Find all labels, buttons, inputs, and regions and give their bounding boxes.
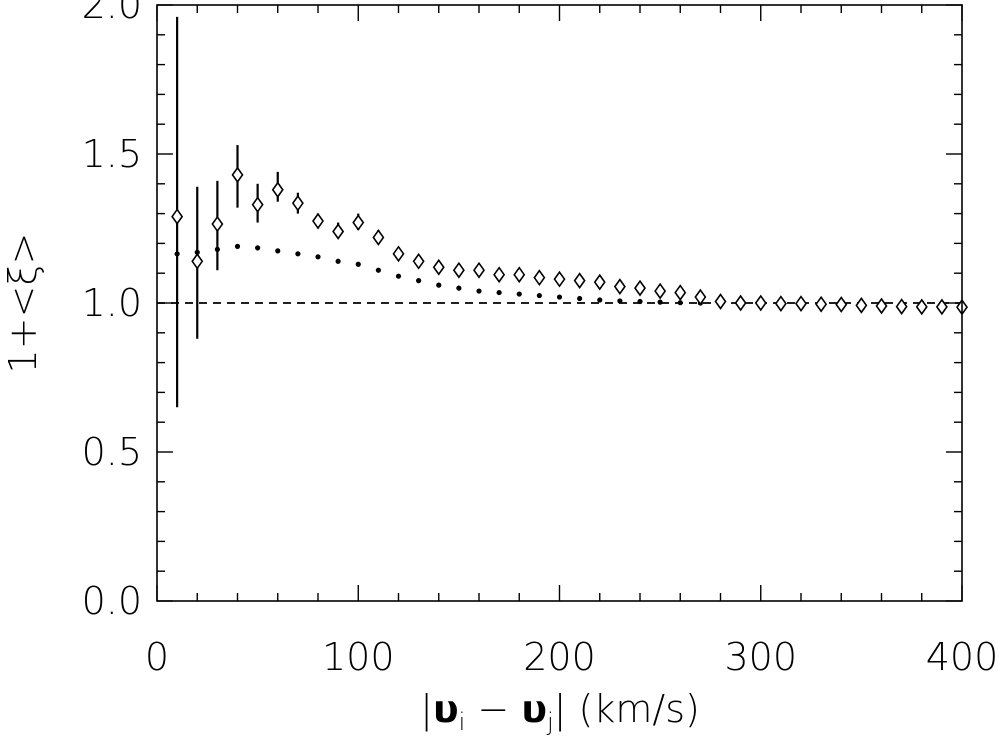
diamond-point [271, 181, 284, 199]
diamond-point [754, 294, 767, 312]
y-axis-label: 1+<ξ> [1, 233, 45, 374]
x-axis-label: |υi − υj| (km/s) [420, 687, 700, 736]
diamond-point [734, 294, 747, 312]
diamond-point [774, 295, 787, 312]
diamond-point [895, 298, 908, 315]
diamond-point [251, 196, 264, 214]
diamond-point [211, 215, 224, 233]
dot-point [556, 294, 563, 300]
diamond-point [412, 252, 425, 270]
y-tick-label: 1.0 [82, 281, 142, 325]
y-tick-label: 0.5 [82, 430, 142, 474]
dot-series-layer [174, 243, 965, 309]
diamond-point [473, 261, 485, 279]
y-tick-label: 1.5 [82, 132, 142, 176]
diamond-point [312, 212, 324, 230]
diamond-point [714, 293, 727, 310]
diamond-point [352, 214, 365, 231]
dot-point [617, 298, 623, 304]
y-tick-label: 0.0 [82, 579, 142, 623]
dot-point [395, 273, 402, 279]
diamond-point [452, 261, 465, 279]
diamond-point [654, 282, 667, 300]
diamond-point [915, 298, 928, 316]
dot-point [496, 289, 502, 296]
diamond-point [513, 266, 526, 284]
tick-labels: 0 100 200 300 400 0.0 0.5 1.0 1.5 2.0 [82, 0, 999, 679]
diamond-point [392, 245, 405, 263]
diamond-point [694, 288, 707, 306]
x-tick-label: 100 [322, 635, 395, 679]
diamond-point [231, 166, 244, 184]
diamond-point [171, 208, 184, 225]
diamond-point [553, 270, 566, 288]
dot-point [597, 297, 603, 303]
diamond-point [795, 295, 807, 312]
diamond-point [332, 223, 345, 240]
y-tick-label: 2.0 [82, 0, 142, 27]
x-tick-label: 200 [523, 635, 596, 679]
diamond-point [835, 296, 848, 313]
diamond-series-layer [171, 166, 968, 316]
diamond-point [815, 295, 828, 313]
dot-point [295, 251, 301, 257]
dot-point [577, 295, 583, 302]
dot-point [456, 285, 462, 291]
diamond-point [573, 272, 586, 290]
dot-point [375, 267, 381, 273]
diamond-point [613, 278, 626, 295]
diamond-point [533, 269, 546, 287]
diamond-point [935, 298, 948, 316]
dot-point [255, 245, 261, 251]
diamond-point [493, 266, 506, 284]
dot-point [234, 243, 241, 249]
diamond-point [191, 252, 204, 270]
dot-point [355, 261, 361, 267]
dot-point [516, 291, 522, 297]
dot-point [536, 292, 542, 299]
dot-point [677, 300, 683, 306]
diamond-point [593, 273, 606, 291]
diamond-point [855, 297, 868, 314]
x-tick-label: 400 [926, 635, 999, 679]
dot-point [476, 288, 482, 294]
diamond-point [634, 279, 646, 297]
dot-point [335, 258, 341, 264]
x-tick-label: 0 [145, 635, 169, 679]
diamond-point [372, 229, 385, 246]
error-bar-layer [176, 16, 964, 408]
diamond-point [875, 297, 888, 315]
dot-point [436, 282, 442, 288]
diamond-point [291, 194, 304, 212]
dot-point [657, 299, 663, 305]
dot-point [315, 254, 321, 260]
diamond-point [432, 258, 445, 276]
dot-point [275, 248, 281, 254]
dot-point [416, 278, 422, 284]
dot-point [637, 298, 643, 305]
diamond-point [674, 284, 687, 301]
x-tick-label: 300 [724, 635, 797, 679]
plot-frame [156, 4, 963, 602]
